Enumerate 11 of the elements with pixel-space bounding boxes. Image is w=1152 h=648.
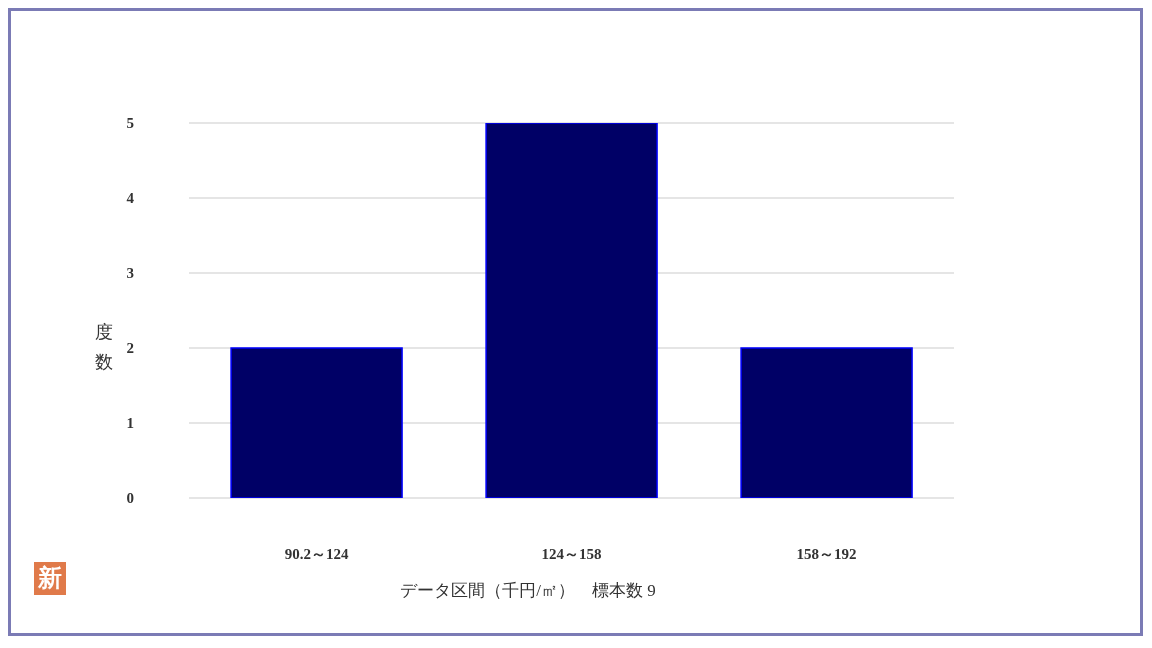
y-tick-label: 5 — [126, 115, 134, 132]
y-tick-label: 4 — [126, 190, 135, 207]
x-tick-label: 124～158 — [541, 545, 602, 562]
y-tick-label: 3 — [126, 265, 134, 282]
y-tick-label: 0 — [126, 490, 134, 507]
x-tick-label: 90.2～124 — [284, 545, 349, 562]
y-tick-label: 2 — [126, 340, 134, 357]
x-tick-label: 158～192 — [796, 545, 857, 562]
x-axis-title: データ区間（千円/㎡） 標本数 9 — [399, 580, 657, 602]
y-axis-title: 度数 — [94, 321, 114, 374]
y-tick-label: 1 — [126, 415, 134, 432]
